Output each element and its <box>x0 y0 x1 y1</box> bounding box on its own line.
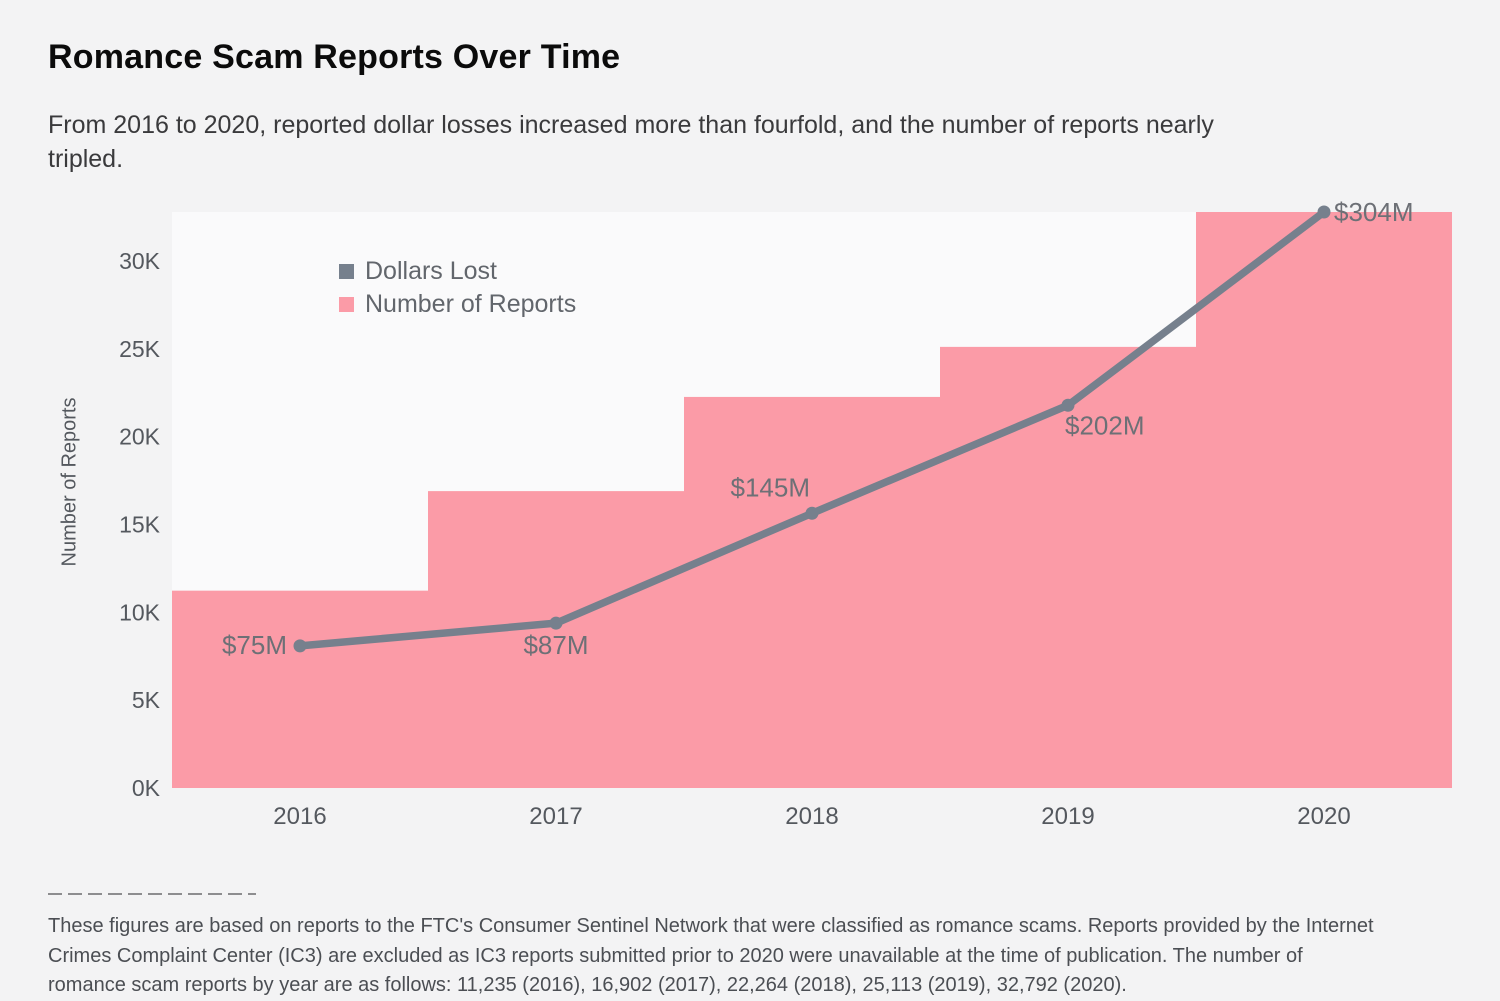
footnote-line-3: romance scam reports by year are as foll… <box>48 974 1127 996</box>
legend-swatch-number-of-reports-icon <box>339 297 354 312</box>
x-tick-label-2018: 2018 <box>785 803 838 830</box>
legend-item-dollars-lost: Dollars Lost <box>339 255 576 288</box>
legend-label-number-of-reports: Number of Reports <box>365 290 577 318</box>
value-label-2020: $304M <box>1334 197 1414 227</box>
x-tick-label-2019: 2019 <box>1041 803 1094 830</box>
y-tick-label-15K: 15K <box>119 512 161 538</box>
footnote-line-1: These figures are based on reports to th… <box>48 915 1374 937</box>
value-label-2019: $202M <box>1065 410 1145 440</box>
legend-item-number-of-reports: Number of Reports <box>339 288 576 321</box>
y-tick-label-10K: 10K <box>119 599 161 625</box>
legend-label-dollars-lost: Dollars Lost <box>365 257 497 285</box>
bar-2019 <box>940 346 1196 788</box>
chart-legend: Dollars Lost Number of Reports <box>339 255 576 321</box>
value-label-2017: $87M <box>523 630 588 660</box>
footnote: These figures are based on reports to th… <box>48 912 1468 1001</box>
footnote-divider <box>48 893 256 895</box>
x-tick-label-2020: 2020 <box>1297 803 1350 830</box>
y-tick-label-30K: 30K <box>119 248 161 274</box>
footnote-line-2: Crimes Complaint Center (IC3) are exclud… <box>48 944 1303 967</box>
chart-subtitle-line-2: tripled. <box>48 145 124 173</box>
value-label-2016: $75M <box>222 630 287 660</box>
line-point-2017 <box>549 616 563 630</box>
y-axis-title: Number of Reports <box>58 397 81 567</box>
line-point-2020 <box>1317 205 1331 219</box>
legend-swatch-dollars-lost-icon <box>339 264 354 279</box>
chart-subtitle: From 2016 to 2020, reported dollar losse… <box>48 108 1214 176</box>
line-point-2019 <box>1061 398 1075 412</box>
bar-2017 <box>428 491 684 788</box>
bar-2018 <box>684 396 940 788</box>
bar-2016 <box>172 590 428 788</box>
y-tick-label-20K: 20K <box>119 424 161 450</box>
y-tick-label-0K: 0K <box>132 775 161 801</box>
value-label-2018: $145M <box>731 472 811 502</box>
bar-2020 <box>1196 212 1452 788</box>
chart-title: Romance Scam Reports Over Time <box>48 38 621 76</box>
y-tick-label-25K: 25K <box>119 336 161 362</box>
x-tick-label-2017: 2017 <box>529 803 582 830</box>
y-tick-label-5K: 5K <box>132 687 161 713</box>
line-point-2016 <box>293 639 307 653</box>
chart-subtitle-line-1: From 2016 to 2020, reported dollar losse… <box>48 111 1214 139</box>
x-tick-label-2016: 2016 <box>273 803 326 830</box>
line-point-2018 <box>805 506 819 520</box>
